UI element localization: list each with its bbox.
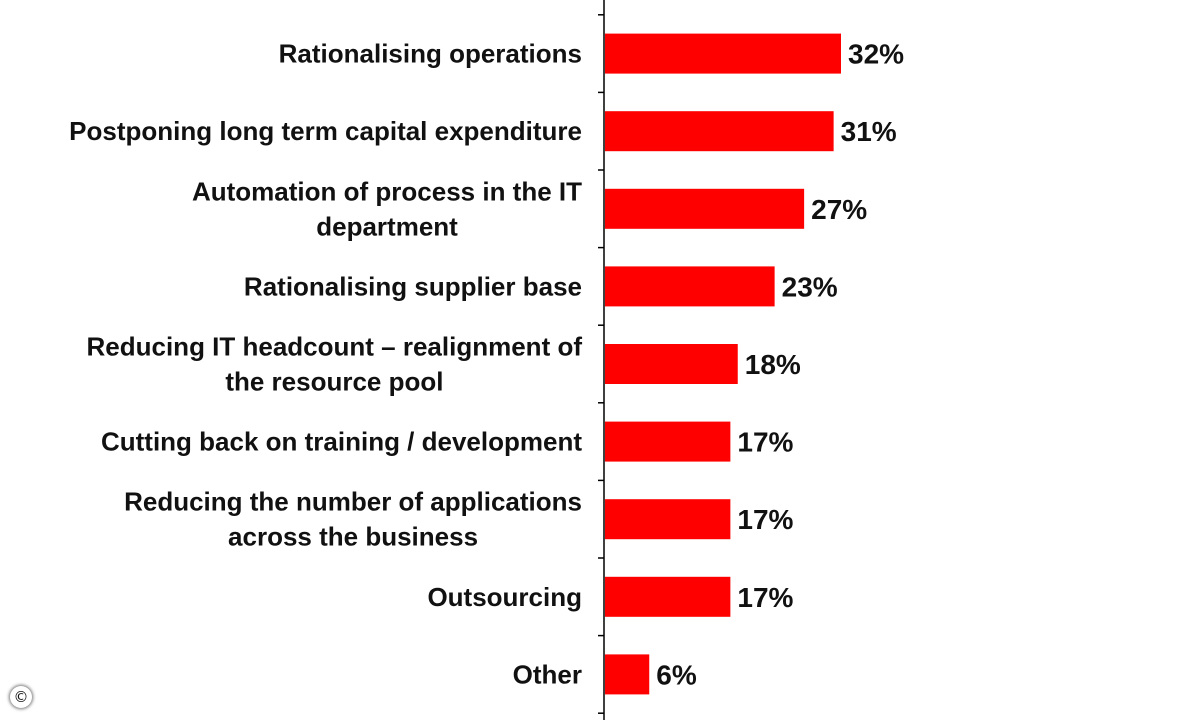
category-label-2: Rationalising operations bbox=[279, 39, 582, 69]
category-label-5: Rationalising supplier base bbox=[244, 271, 582, 301]
value-label-6: 18% bbox=[745, 349, 801, 380]
copyright-icon: © bbox=[10, 686, 32, 708]
category-label-8-line-2: across the business bbox=[228, 522, 478, 552]
category-label-3: Postponing long term capital expenditure bbox=[69, 116, 582, 146]
bar-8 bbox=[605, 499, 731, 540]
bar-9 bbox=[605, 576, 731, 617]
bar-5 bbox=[605, 266, 775, 307]
category-label-7: Cutting back on training / development bbox=[101, 427, 582, 457]
value-label-5: 23% bbox=[782, 271, 838, 302]
value-label-10: 6% bbox=[656, 659, 697, 690]
bar-4 bbox=[605, 188, 805, 229]
value-label-4: 27% bbox=[811, 194, 867, 225]
value-label-2: 32% bbox=[848, 39, 904, 70]
value-label-3: 31% bbox=[841, 116, 897, 147]
category-label-4-line-2: department bbox=[316, 211, 458, 241]
bar-7 bbox=[605, 421, 731, 462]
bar-6 bbox=[605, 344, 738, 384]
category-label-6-line-2: the resource pool bbox=[225, 367, 443, 397]
category-label-8-line-1: Reducing the number of applications bbox=[124, 487, 582, 517]
value-label-8: 17% bbox=[737, 504, 793, 535]
bar-10 bbox=[605, 654, 650, 695]
category-label-10: Other bbox=[513, 659, 582, 689]
value-label-7: 17% bbox=[737, 427, 793, 458]
category-labels: costs out of the businessRationalising o… bbox=[69, 39, 583, 690]
bar-2 bbox=[605, 33, 841, 74]
bars-layer bbox=[605, 33, 841, 695]
axis-layer bbox=[598, 0, 605, 720]
category-label-4-line-1: Automation of process in the IT bbox=[192, 176, 582, 206]
category-label-6-line-1: Reducing IT headcount – realignment of bbox=[87, 332, 583, 362]
value-label-9: 17% bbox=[737, 582, 793, 613]
bar-3 bbox=[605, 111, 834, 152]
value-labels: 32% 31% 27% 23% 18% 17% 17% 17% 6% bbox=[656, 39, 904, 691]
category-label-9: Outsourcing bbox=[427, 582, 582, 612]
